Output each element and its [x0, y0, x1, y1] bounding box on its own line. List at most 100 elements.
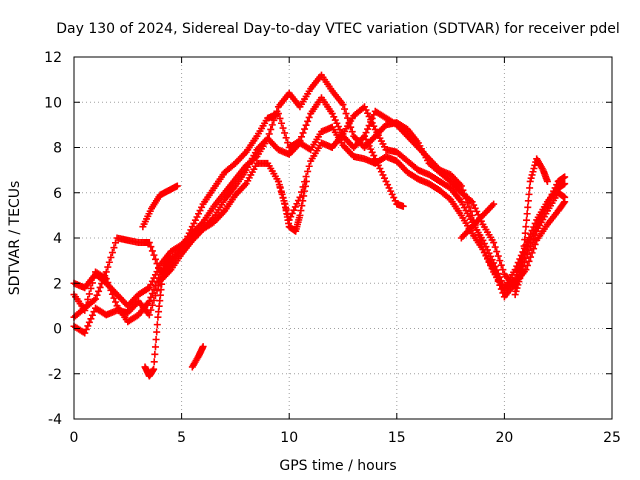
data-point-marker — [524, 197, 532, 205]
data-point-marker — [145, 297, 153, 305]
series-track-3 — [70, 123, 569, 337]
series-track-10 — [457, 200, 498, 242]
x-tick-label: 0 — [70, 430, 79, 446]
data-point-marker — [519, 255, 527, 263]
data-point-marker — [298, 202, 306, 210]
data-point-marker — [267, 125, 275, 133]
data-point-marker — [278, 119, 286, 127]
data-point-marker — [302, 177, 310, 185]
series-track-6 — [141, 254, 175, 380]
y-tick-label: -4 — [48, 412, 62, 428]
data-point-marker — [531, 240, 539, 248]
data-point-marker — [496, 257, 504, 265]
data-point-marker — [276, 114, 284, 122]
data-point-marker — [490, 200, 498, 208]
data-point-marker — [85, 290, 93, 298]
data-point-marker — [265, 130, 273, 138]
data-point-marker — [494, 252, 502, 260]
data-point-marker — [153, 278, 161, 286]
x-tick-label: 5 — [177, 430, 186, 446]
data-point-marker — [511, 266, 519, 274]
data-point-marker — [102, 268, 110, 276]
data-point-marker — [82, 301, 90, 309]
data-point-marker — [499, 266, 507, 274]
data-point-marker — [151, 350, 159, 358]
data-point-marker — [496, 273, 504, 281]
data-point-marker — [300, 192, 308, 200]
data-point-marker — [348, 128, 356, 136]
data-point-marker — [301, 125, 309, 133]
data-point-marker — [110, 294, 118, 302]
data-point-marker — [530, 165, 538, 173]
y-tick-label: 12 — [44, 50, 62, 66]
series-track-11 — [511, 155, 551, 299]
data-point-marker — [148, 290, 156, 298]
data-point-marker — [302, 121, 310, 129]
y-tick-label: 0 — [53, 322, 62, 338]
data-point-marker — [150, 251, 158, 259]
data-point-marker — [515, 278, 523, 286]
series-track-7 — [188, 343, 207, 371]
data-point-marker — [110, 244, 118, 252]
data-point-marker — [522, 266, 530, 274]
data-point-marker — [151, 343, 159, 351]
data-point-marker — [87, 315, 95, 323]
y-tick-label: 6 — [53, 186, 62, 202]
data-point-marker — [304, 167, 312, 175]
series-track-8 — [274, 177, 310, 235]
data-point-marker — [518, 261, 526, 269]
data-point-marker — [95, 287, 103, 295]
data-point-marker — [90, 273, 98, 281]
data-point-marker — [276, 184, 284, 192]
data-point-marker — [274, 177, 282, 185]
data-point-marker — [494, 270, 502, 278]
data-point-marker — [491, 243, 499, 251]
data-point-marker — [543, 177, 551, 185]
data-point-marker — [523, 210, 531, 218]
data-point-marker — [148, 301, 156, 309]
data-point-marker — [104, 279, 112, 287]
x-tick-label: 15 — [388, 430, 406, 446]
data-point-marker — [85, 318, 93, 326]
data-point-marker — [284, 139, 292, 147]
data-point-marker — [530, 245, 538, 253]
data-point-marker — [145, 239, 153, 247]
data-point-marker — [173, 182, 181, 190]
data-point-marker — [150, 286, 158, 294]
data-point-marker — [153, 328, 161, 336]
data-point-marker — [147, 243, 155, 251]
data-point-marker — [490, 239, 498, 247]
data-point-marker — [341, 105, 349, 113]
data-point-marker — [82, 325, 90, 333]
data-points — [70, 71, 569, 380]
data-point-marker — [526, 184, 534, 192]
data-point-marker — [88, 311, 96, 319]
data-point-marker — [528, 227, 536, 235]
data-point-marker — [102, 275, 110, 283]
y-tick-label: 4 — [53, 231, 62, 247]
data-point-marker — [493, 266, 501, 274]
data-point-marker — [93, 291, 101, 299]
data-point-marker — [296, 193, 304, 201]
data-point-marker — [513, 284, 521, 292]
data-point-marker — [301, 182, 309, 190]
data-point-marker — [517, 271, 525, 279]
data-point-marker — [273, 107, 281, 115]
data-point-marker — [278, 190, 286, 198]
data-point-marker — [104, 263, 112, 271]
data-point-marker — [561, 198, 569, 206]
data-point-marker — [561, 173, 569, 181]
data-point-marker — [150, 358, 158, 366]
data-point-marker — [107, 286, 115, 294]
data-point-marker — [271, 112, 279, 120]
data-point-marker — [297, 133, 305, 141]
data-point-marker — [519, 249, 527, 257]
data-point-marker — [305, 113, 313, 121]
data-point-marker — [151, 255, 159, 263]
data-point-marker — [84, 295, 92, 303]
data-point-marker — [112, 239, 120, 247]
data-point-marker — [153, 321, 161, 329]
data-point-marker — [511, 291, 519, 299]
data-point-marker — [199, 343, 207, 351]
